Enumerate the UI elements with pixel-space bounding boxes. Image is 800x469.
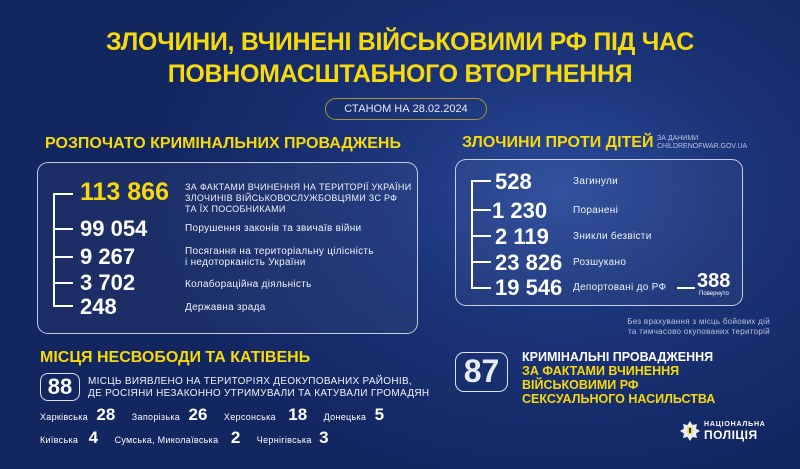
- injured-label: Поранені: [573, 205, 619, 216]
- police-star-icon: [680, 421, 700, 441]
- bracket-tick: [53, 305, 73, 307]
- criminal-heading: РОЗПОЧАТО КРИМІНАЛЬНИХ ПРОВАДЖЕНЬ: [45, 135, 401, 152]
- war-law-violations-value: 99 054: [80, 216, 148, 241]
- treason-value: 248: [80, 294, 117, 319]
- logo-line: ПОЛІЦІЯ: [704, 428, 758, 442]
- collaboration-label: Колабораційна діяльність: [185, 279, 312, 290]
- bracket-tick: [471, 235, 491, 237]
- region-name: Донецька: [323, 412, 367, 422]
- returned-label: Повернуто: [699, 291, 729, 297]
- injured-value: 1 230: [492, 198, 548, 223]
- region-name: Київська: [40, 435, 79, 445]
- collaboration-value: 3 702: [80, 270, 136, 295]
- total-proceedings-value: 113 866: [80, 178, 169, 206]
- criminal-box: [37, 162, 418, 334]
- note-line: та тимчасово окупованих територій: [628, 327, 770, 336]
- date-badge: СТАНОМ НА 28.02.2024: [325, 98, 487, 120]
- label-line: ЗА ФАКТАМИ ВЧИНЕННЯ НА ТЕРИТОРІЇ УКРАЇНИ: [185, 182, 412, 192]
- region-name: Сумська, Миколаївська: [114, 435, 219, 445]
- bracket-tick: [471, 180, 491, 182]
- region-value: 5: [374, 405, 385, 424]
- region-name: Харківська: [40, 412, 88, 422]
- sexual-description: КРИМІНАЛЬНІ ПРОВАДЖЕННЯ ЗА ФАКТАМИ ВЧИНЕ…: [522, 350, 715, 406]
- region-value: 2: [230, 428, 241, 447]
- children-source: ЗА ДАНИМИ CHILDRENOFWAR.GOV.UA: [657, 135, 747, 151]
- bracket-line: [53, 193, 55, 305]
- bracket-tick: [471, 209, 491, 211]
- killed-value: 528: [495, 169, 532, 194]
- places-description: МІСЦЬ ВИЯВЛЕНО НА ТЕРИТОРІЯХ ДЕОКУПОВАНИ…: [88, 376, 429, 400]
- killed-label: Загинули: [573, 176, 618, 187]
- description-line: ДЕ РОСІЯНИ НЕЗАКОННО УТРИМУВАЛИ ТА КАТУВ…: [88, 388, 430, 399]
- bracket-tick: [471, 287, 491, 289]
- region-value: 3: [319, 428, 329, 447]
- deported-label: Депортовані до РФ: [573, 282, 667, 293]
- children-heading: ЗЛОЧИНИ ПРОТИ ДІТЕЙ: [462, 134, 654, 151]
- region-name: Запорізька: [131, 412, 181, 422]
- label-line: ТА ЇХ ПОСОБНИКАМИ: [185, 204, 286, 214]
- region-value: 26: [188, 405, 208, 424]
- bracket-tick: [53, 193, 73, 195]
- description-line: МІСЦЬ ВИЯВЛЕНО НА ТЕРИТОРІЯХ ДЕОКУПОВАНИ…: [88, 376, 413, 387]
- bracket-line: [471, 180, 473, 288]
- bracket-tick: [53, 228, 73, 230]
- found-value: 23 826: [495, 250, 563, 275]
- title-line-1: ЗЛОЧИНИ, ВЧИНЕНІ ВІЙСЬКОВИМИ РФ ПІД ЧАС: [106, 28, 694, 56]
- children-note: Без врахування з місць бойових дій та ти…: [520, 317, 770, 337]
- returned-connector: [677, 287, 695, 289]
- territorial-integrity-value: 9 267: [80, 244, 136, 269]
- deported-value: 19 546: [495, 275, 563, 300]
- logo-line: НАЦІОНАЛЬНА: [704, 421, 766, 428]
- places-heading: МІСЦЯ НЕСВОБОДИ ТА КАТІВЕНЬ: [40, 349, 311, 366]
- title-line-2: ПОВНОМАСШТАБНОГО ВТОРГНЕННЯ: [167, 60, 633, 88]
- sexual-count-badge: 87: [455, 352, 508, 392]
- children-box: [455, 159, 743, 306]
- label-line: і недоторканість України: [185, 257, 306, 268]
- regions-row-1: Харківська 28 Запорізька 26 Херсонська 1…: [40, 405, 384, 425]
- description-line: КРИМІНАЛЬНІ ПРОВАДЖЕННЯ: [522, 350, 714, 364]
- description-line: СЕКСУАЛЬНОГО НАСИЛЬСТВА: [522, 392, 716, 406]
- description-line: ЗА ФАКТАМИ ВЧИНЕННЯ: [522, 364, 680, 378]
- bracket-tick: [53, 256, 73, 258]
- note-line: Без врахування з місць бойових дій: [627, 317, 770, 326]
- description-line: ВІЙСЬКОВИМИ РФ: [522, 378, 639, 392]
- bracket-tick: [53, 282, 73, 284]
- places-count-badge: 88: [40, 373, 80, 401]
- war-law-violations-label: Порушення законів та звичаїв війни: [185, 223, 362, 234]
- region-value: 4: [88, 428, 99, 447]
- found-label: Розшукано: [573, 257, 627, 268]
- missing-value: 2 119: [495, 224, 549, 249]
- territorial-integrity-label: Посягання на територіальну цілісність і …: [185, 246, 374, 268]
- region-name: Чернігівська: [256, 435, 312, 445]
- returned-value: 388: [697, 270, 731, 292]
- regions-row-2: Київська 4 Сумська, Миколаївська 2 Черні…: [40, 428, 329, 448]
- police-logo-text: НАЦІОНАЛЬНА ПОЛІЦІЯ: [704, 421, 766, 442]
- source-line: CHILDRENOFWAR.GOV.UA: [657, 143, 748, 150]
- total-proceedings-label: ЗА ФАКТАМИ ВЧИНЕННЯ НА ТЕРИТОРІЇ УКРАЇНИ…: [185, 182, 411, 215]
- region-value: 18: [288, 405, 308, 424]
- treason-label: Державна зрада: [185, 302, 266, 313]
- region-value: 28: [96, 405, 116, 424]
- region-name: Херсонська: [223, 412, 276, 422]
- bracket-tick: [471, 261, 491, 263]
- label-line: Посягання на територіальну цілісність: [185, 246, 374, 257]
- source-line: ЗА ДАНИМИ: [657, 135, 699, 142]
- missing-label: Зникли безвісти: [573, 231, 652, 242]
- label-line: ЗЛОЧИНІВ ВІЙСЬКОВОСЛУЖБОВЦЯМИ ЗС РФ: [185, 193, 398, 203]
